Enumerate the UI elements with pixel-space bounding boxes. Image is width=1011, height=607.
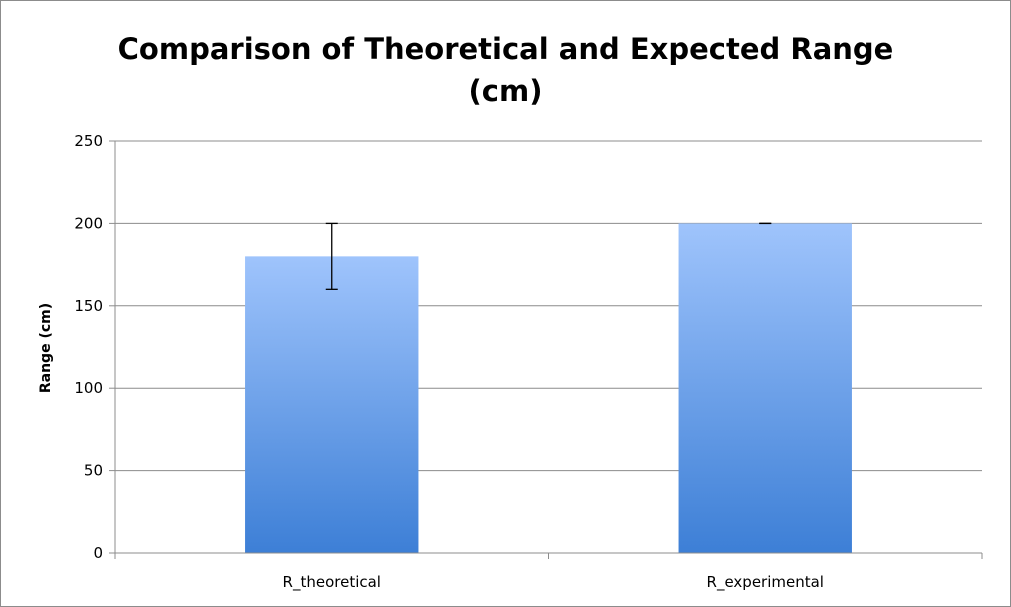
chart-title-line-1: Comparison of Theoretical and Expected R…: [117, 32, 894, 66]
chart-title: Comparison of Theoretical and Expected R…: [0, 28, 1011, 112]
y-tick-label-50: 50: [84, 462, 103, 480]
bars: [245, 222, 852, 553]
axes: [109, 140, 983, 559]
y-tick-label-0: 0: [93, 544, 103, 562]
y-tick-label-100: 100: [74, 379, 103, 397]
x-tick-label-R_theoretical: R_theoretical: [283, 573, 381, 592]
y-tick-label-150: 150: [74, 297, 103, 315]
y-tick-label-250: 250: [74, 132, 103, 150]
bar-R_experimental: [678, 223, 852, 553]
tick-labels: 0 50 100 150 200 250 R_theoretical R_experiment…: [74, 132, 824, 592]
x-tick-label-R_experimental: R_experimental: [707, 573, 824, 592]
bar-R_theoretical: [245, 256, 419, 553]
y-tick-label-200: 200: [74, 214, 103, 232]
chart-title-line-2: (cm): [468, 74, 543, 108]
error-bar-R_theoretical: [325, 222, 338, 290]
